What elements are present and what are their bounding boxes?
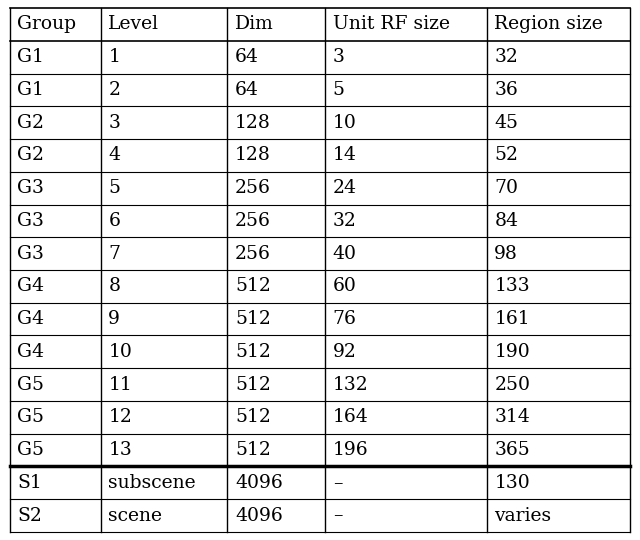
Text: 128: 128 bbox=[235, 114, 271, 132]
Text: G5: G5 bbox=[17, 408, 44, 426]
Text: 512: 512 bbox=[235, 310, 271, 328]
Text: 512: 512 bbox=[235, 376, 271, 394]
Text: –: – bbox=[333, 474, 342, 492]
Text: 52: 52 bbox=[494, 146, 518, 164]
Text: 256: 256 bbox=[235, 245, 271, 262]
Text: 13: 13 bbox=[108, 441, 132, 459]
Text: 4096: 4096 bbox=[235, 507, 283, 524]
Text: 512: 512 bbox=[235, 441, 271, 459]
Text: Level: Level bbox=[108, 16, 159, 33]
Text: 10: 10 bbox=[333, 114, 356, 132]
Text: 1: 1 bbox=[108, 48, 120, 66]
Text: Region size: Region size bbox=[494, 16, 603, 33]
Text: 250: 250 bbox=[494, 376, 531, 394]
Text: G3: G3 bbox=[17, 245, 44, 262]
Text: G5: G5 bbox=[17, 376, 44, 394]
Text: 512: 512 bbox=[235, 278, 271, 295]
Text: 132: 132 bbox=[333, 376, 369, 394]
Text: G4: G4 bbox=[17, 278, 44, 295]
Text: 24: 24 bbox=[333, 179, 356, 197]
Text: 256: 256 bbox=[235, 212, 271, 230]
Text: 164: 164 bbox=[333, 408, 369, 426]
Text: 9: 9 bbox=[108, 310, 120, 328]
Text: 92: 92 bbox=[333, 343, 356, 361]
Text: 32: 32 bbox=[333, 212, 356, 230]
Text: 32: 32 bbox=[494, 48, 518, 66]
Text: –: – bbox=[333, 507, 342, 524]
Text: 8: 8 bbox=[108, 278, 120, 295]
Text: 64: 64 bbox=[235, 48, 259, 66]
Text: 70: 70 bbox=[494, 179, 518, 197]
Text: 2: 2 bbox=[108, 81, 120, 99]
Text: 133: 133 bbox=[494, 278, 530, 295]
Text: 5: 5 bbox=[108, 179, 120, 197]
Text: Dim: Dim bbox=[235, 16, 274, 33]
Text: 3: 3 bbox=[333, 48, 344, 66]
Text: 45: 45 bbox=[494, 114, 518, 132]
Text: G1: G1 bbox=[17, 48, 44, 66]
Text: 4096: 4096 bbox=[235, 474, 283, 492]
Text: 64: 64 bbox=[235, 81, 259, 99]
Text: 12: 12 bbox=[108, 408, 132, 426]
Text: 6: 6 bbox=[108, 212, 120, 230]
Text: scene: scene bbox=[108, 507, 163, 524]
Text: 11: 11 bbox=[108, 376, 132, 394]
Text: G3: G3 bbox=[17, 212, 44, 230]
Text: S2: S2 bbox=[17, 507, 42, 524]
Text: 161: 161 bbox=[494, 310, 530, 328]
Text: 60: 60 bbox=[333, 278, 356, 295]
Text: G2: G2 bbox=[17, 146, 44, 164]
Text: varies: varies bbox=[494, 507, 552, 524]
Text: 14: 14 bbox=[333, 146, 356, 164]
Text: 196: 196 bbox=[333, 441, 368, 459]
Text: 4: 4 bbox=[108, 146, 120, 164]
Text: 130: 130 bbox=[494, 474, 530, 492]
Text: G1: G1 bbox=[17, 81, 44, 99]
Text: 128: 128 bbox=[235, 146, 271, 164]
Text: 190: 190 bbox=[494, 343, 530, 361]
Text: subscene: subscene bbox=[108, 474, 196, 492]
Text: 76: 76 bbox=[333, 310, 356, 328]
Text: 98: 98 bbox=[494, 245, 518, 262]
Text: 3: 3 bbox=[108, 114, 120, 132]
Text: G4: G4 bbox=[17, 310, 44, 328]
Text: 314: 314 bbox=[494, 408, 530, 426]
Text: 512: 512 bbox=[235, 343, 271, 361]
Text: G2: G2 bbox=[17, 114, 44, 132]
Text: G5: G5 bbox=[17, 441, 44, 459]
Text: 512: 512 bbox=[235, 408, 271, 426]
Text: Group: Group bbox=[17, 16, 76, 33]
Text: 40: 40 bbox=[333, 245, 356, 262]
Text: 36: 36 bbox=[494, 81, 518, 99]
Text: 365: 365 bbox=[494, 441, 530, 459]
Text: G3: G3 bbox=[17, 179, 44, 197]
Text: 7: 7 bbox=[108, 245, 120, 262]
Text: 256: 256 bbox=[235, 179, 271, 197]
Text: Unit RF size: Unit RF size bbox=[333, 16, 450, 33]
Text: G4: G4 bbox=[17, 343, 44, 361]
Text: 5: 5 bbox=[333, 81, 344, 99]
Text: 10: 10 bbox=[108, 343, 132, 361]
Text: 84: 84 bbox=[494, 212, 518, 230]
Text: S1: S1 bbox=[17, 474, 42, 492]
